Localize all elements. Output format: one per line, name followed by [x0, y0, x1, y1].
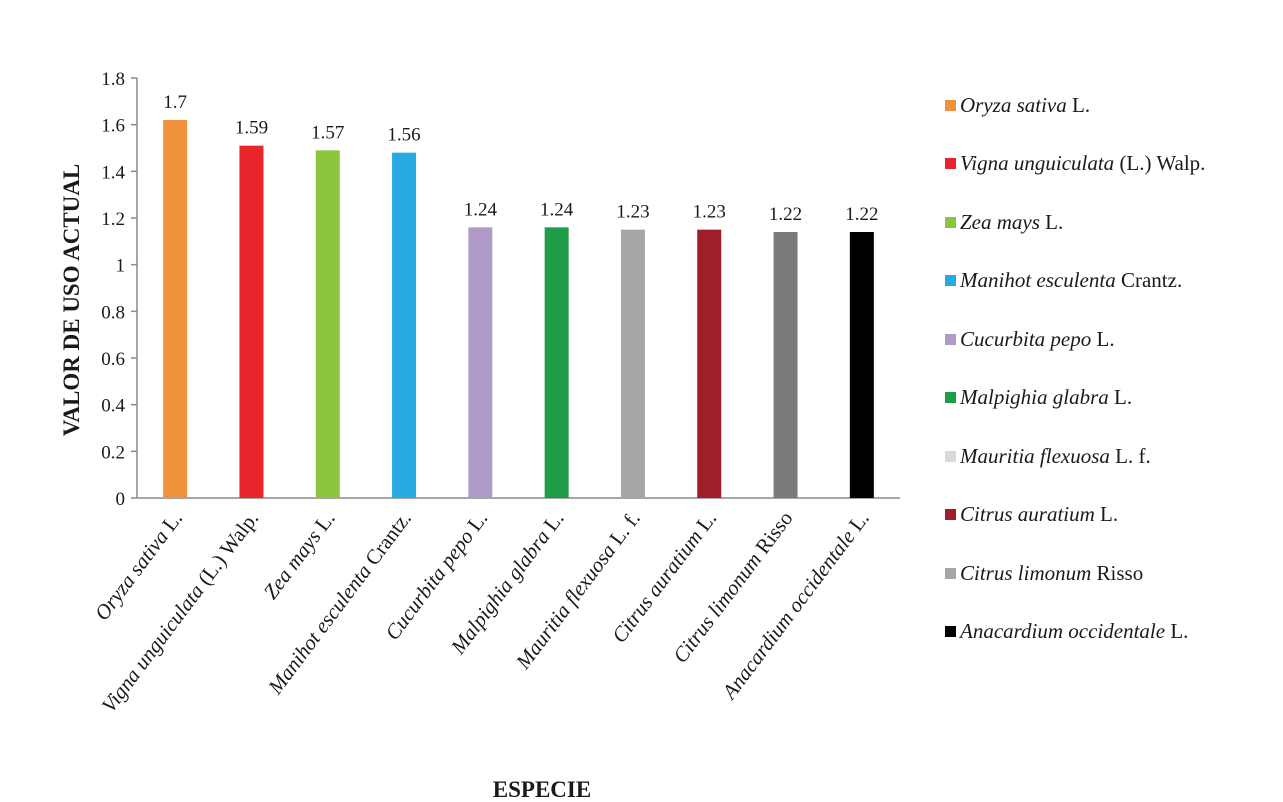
legend: Oryza sativa L. Vigna unguiculata (L.) Wa… — [945, 76, 1275, 661]
bars — [163, 120, 874, 499]
y-tick-label: 0.2 — [101, 442, 125, 463]
legend-swatch — [945, 509, 956, 521]
bar — [468, 227, 493, 499]
bar — [392, 152, 417, 498]
bar — [773, 232, 798, 498]
legend-item: Malpighia glabra L. — [945, 369, 1275, 428]
legend-item: Cucurbita pepo L. — [945, 310, 1275, 369]
data-label: 1.22 — [769, 204, 802, 225]
legend-swatch — [945, 99, 956, 111]
y-tick-label: 0 — [116, 489, 126, 510]
legend-swatch — [945, 392, 956, 404]
bar — [849, 232, 874, 498]
bar — [315, 150, 340, 499]
y-tick-label: 1.2 — [101, 209, 125, 230]
x-tick-label: Manihot esculenta Crantz. — [263, 507, 416, 700]
legend-item: Zea mays L. — [945, 193, 1275, 252]
data-label: 1.57 — [311, 122, 344, 143]
bar — [239, 145, 264, 498]
bar — [544, 227, 569, 499]
y-tick-label: 0.6 — [101, 349, 125, 370]
y-axis-title: VALOR DE USO ACTUAL — [59, 164, 84, 436]
legend-swatch — [945, 158, 956, 170]
y-tick-label: 1.4 — [101, 162, 125, 183]
legend-swatch — [945, 216, 956, 228]
legend-label: Mauritia flexuosa L. f. — [960, 443, 1151, 468]
legend-label: Vigna unguiculata (L.) Walp. — [960, 151, 1206, 176]
legend-swatch — [945, 275, 956, 287]
legend-label: Citrus limonum Risso — [960, 560, 1144, 585]
legend-item: Citrus auratium L. — [945, 486, 1275, 545]
data-label: 1.56 — [387, 125, 420, 146]
legend-label: Anacardium occidentale L. — [960, 619, 1189, 644]
legend-label: Malpighia glabra L. — [960, 385, 1133, 410]
y-tick-label: 0.8 — [101, 302, 125, 323]
x-tick-labels: Oryza sativa L.Vigna unguiculata (L.) Wa… — [90, 507, 874, 717]
data-label: 1.23 — [693, 202, 726, 223]
data-label: 1.24 — [540, 199, 574, 220]
x-tick-label: Vigna unguiculata (L.) Walp. — [97, 507, 264, 717]
y-tick-label: 1.8 — [101, 69, 125, 90]
legend-item: Vigna unguiculata (L.) Walp. — [945, 135, 1275, 194]
y-axis: 0 0.2 0.4 0.6 0.8 1 1.2 1.4 1.6 1.8 — [101, 69, 900, 510]
legend-item: Mauritia flexuosa L. f. — [945, 427, 1275, 486]
y-tick-label: 1 — [116, 256, 126, 277]
legend-swatch — [945, 626, 956, 638]
legend-label: Manihot esculenta Crantz. — [960, 268, 1183, 293]
legend-swatch — [945, 333, 956, 345]
y-tick-label: 1.6 — [101, 116, 125, 137]
bar — [163, 120, 188, 498]
legend-item: Anacardium occidentale L. — [945, 603, 1275, 662]
legend-label: Citrus auratium L. — [960, 502, 1119, 527]
data-labels: 1.7 1.59 1.57 1.56 1.24 1.24 1.23 1.23 1.22 1.22 — [163, 92, 878, 225]
legend-label: Zea mays L. — [960, 209, 1064, 234]
data-label: 1.24 — [464, 199, 498, 220]
bar — [620, 229, 645, 498]
legend-label: Oryza sativa L. — [960, 92, 1091, 117]
legend-swatch — [945, 450, 956, 462]
legend-swatch — [945, 567, 956, 579]
y-tick-label: 0.4 — [101, 396, 125, 417]
x-tick-label: Zea mays L. — [258, 507, 339, 604]
data-label: 1.22 — [845, 204, 878, 225]
legend-label: Cucurbita pepo L. — [960, 326, 1115, 351]
legend-item: Oryza sativa L. — [945, 76, 1275, 135]
data-label: 1.23 — [616, 202, 649, 223]
data-label: 1.59 — [235, 118, 268, 139]
x-tick-label: Anacardium occidentale L. — [716, 507, 874, 705]
x-axis-title: ESPECIE — [493, 777, 591, 797]
bar — [697, 229, 722, 498]
data-label: 1.7 — [163, 92, 187, 113]
legend-item: Manihot esculenta Crantz. — [945, 252, 1275, 311]
legend-item: Citrus limonum Risso — [945, 544, 1275, 603]
